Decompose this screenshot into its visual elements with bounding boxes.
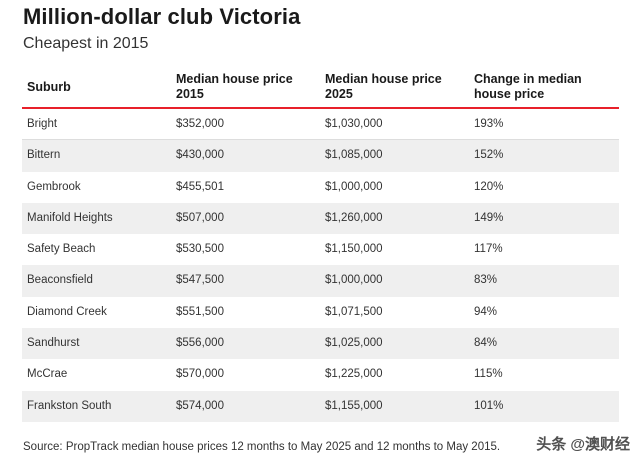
table-row: Gembrook $455,501 $1,000,000 120%: [22, 172, 619, 203]
cell-price-2015: $570,000: [176, 368, 224, 381]
data-table: Suburb Median house price 2015 Median ho…: [22, 68, 619, 422]
column-header-line: Suburb: [27, 80, 71, 94]
table-row: McCrae $570,000 $1,225,000 115%: [22, 359, 619, 390]
table-row: Sandhurst $556,000 $1,025,000 84%: [22, 328, 619, 360]
table-row: Frankston South $574,000 $1,155,000 101%: [22, 390, 619, 422]
cell-suburb: Diamond Creek: [27, 305, 107, 318]
table-row: Bright $352,000 $1,030,000 193%: [22, 109, 619, 141]
cell-change: 117%: [474, 243, 503, 256]
cell-suburb: McCrae: [27, 368, 68, 381]
column-header-suburb: Suburb: [27, 80, 71, 95]
column-header-price-2025: Median house price 2025: [325, 72, 442, 102]
cell-suburb: Frankston South: [27, 399, 112, 412]
column-header-line: house price: [474, 87, 545, 101]
cell-price-2025: $1,025,000: [325, 337, 383, 350]
table-row: Manifold Heights $507,000 $1,260,000 149…: [22, 202, 619, 235]
cell-price-2025: $1,071,500: [325, 305, 383, 318]
table-row: Safety Beach $530,500 $1,150,000 117%: [22, 234, 619, 265]
cell-price-2015: $455,501: [176, 180, 224, 193]
cell-price-2025: $1,225,000: [325, 368, 383, 381]
cell-price-2025: $1,000,000: [325, 180, 383, 193]
cell-change: 84%: [474, 337, 498, 350]
watermark: 头条 @澳财经: [536, 436, 630, 453]
cell-price-2025: $1,030,000: [325, 118, 383, 130]
cell-suburb: Sandhurst: [27, 337, 80, 350]
page-title: Million-dollar club Victoria: [23, 4, 301, 29]
column-header-line: 2015: [176, 87, 204, 101]
cell-change: 120%: [474, 180, 504, 193]
cell-change: 193%: [474, 118, 504, 130]
cell-price-2015: $547,500: [176, 274, 224, 287]
cell-change: 115%: [474, 368, 503, 381]
column-header-price-2015: Median house price 2015: [176, 72, 293, 102]
column-header-line: Change in median: [474, 72, 582, 86]
cell-suburb: Manifold Heights: [27, 211, 113, 224]
cell-price-2015: $556,000: [176, 337, 224, 350]
cell-price-2015: $352,000: [176, 118, 224, 130]
cell-price-2025: $1,155,000: [325, 399, 383, 412]
cell-price-2025: $1,085,000: [325, 149, 383, 162]
cell-change: 152%: [474, 149, 504, 162]
column-header-line: 2025: [325, 87, 353, 101]
cell-price-2015: $574,000: [176, 399, 224, 412]
cell-suburb: Gembrook: [27, 180, 81, 193]
source-note: Source: PropTrack median house prices 12…: [23, 441, 501, 453]
cell-change: 149%: [474, 211, 504, 224]
column-header-change: Change in median house price: [474, 72, 582, 102]
column-header-line: Median house price: [176, 72, 293, 86]
table-header: Suburb Median house price 2015 Median ho…: [22, 68, 619, 109]
cell-price-2025: $1,000,000: [325, 274, 383, 287]
cell-price-2015: $507,000: [176, 211, 224, 224]
table-row: Diamond Creek $551,500 $1,071,500 94%: [22, 297, 619, 328]
cell-suburb: Bittern: [27, 149, 61, 162]
cell-suburb: Bright: [27, 118, 58, 130]
cell-change: 101%: [474, 399, 504, 412]
cell-price-2025: $1,260,000: [325, 211, 383, 224]
cell-price-2015: $530,500: [176, 243, 224, 256]
page-subtitle: Cheapest in 2015: [23, 35, 149, 52]
cell-suburb: Safety Beach: [27, 243, 96, 256]
cell-change: 94%: [474, 305, 498, 318]
column-header-line: Median house price: [325, 72, 442, 86]
cell-price-2015: $430,000: [176, 149, 224, 162]
table-row: Bittern $430,000 $1,085,000 152%: [22, 140, 619, 172]
cell-suburb: Beaconsfield: [27, 274, 93, 287]
table-row: Beaconsfield $547,500 $1,000,000 83%: [22, 265, 619, 297]
cell-price-2015: $551,500: [176, 305, 224, 318]
cell-change: 83%: [474, 274, 498, 287]
cell-price-2025: $1,150,000: [325, 243, 383, 256]
